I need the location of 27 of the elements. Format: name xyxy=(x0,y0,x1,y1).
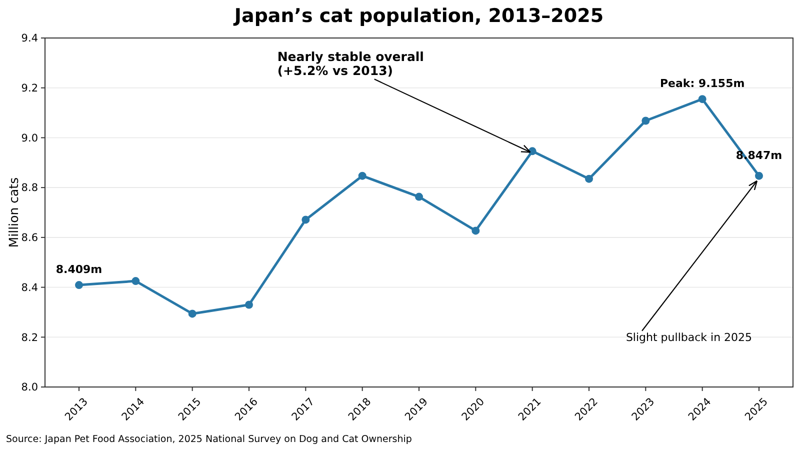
annotation: Slight pullback in 2025 xyxy=(626,330,752,344)
point xyxy=(358,172,366,180)
y-tick-label: 9.4 xyxy=(21,32,38,45)
point xyxy=(302,216,310,224)
point xyxy=(642,116,650,125)
point xyxy=(245,300,253,309)
point xyxy=(75,281,83,290)
y-axis-title: Million cats xyxy=(6,177,21,248)
y-tick-label: 8.4 xyxy=(21,282,38,294)
chart-title: Japan’s cat population, 2013–2025 xyxy=(232,5,604,27)
point xyxy=(472,226,480,235)
annotation: 8.409m xyxy=(56,263,102,276)
y-tick-label: 9.2 xyxy=(21,82,38,95)
point xyxy=(755,172,763,180)
y-tick-label: 8.8 xyxy=(21,182,38,194)
source-note: Source: Japan Pet Food Association, 2025 National Survey on Dog and Cat Ownership xyxy=(6,434,412,445)
point xyxy=(132,277,140,286)
y-tick-label: 9.0 xyxy=(21,132,38,144)
point xyxy=(188,310,196,318)
y-tick-label: 8.6 xyxy=(21,232,38,244)
y-tick-label: 8.2 xyxy=(21,332,38,344)
y-tick-label: 8.0 xyxy=(21,382,38,394)
point xyxy=(698,95,706,104)
annotation: Nearly stable overall (+5.2% vs 2013) xyxy=(277,49,424,78)
annotation: Peak: 9.155m xyxy=(660,77,745,90)
point xyxy=(415,192,423,201)
point xyxy=(585,174,593,183)
